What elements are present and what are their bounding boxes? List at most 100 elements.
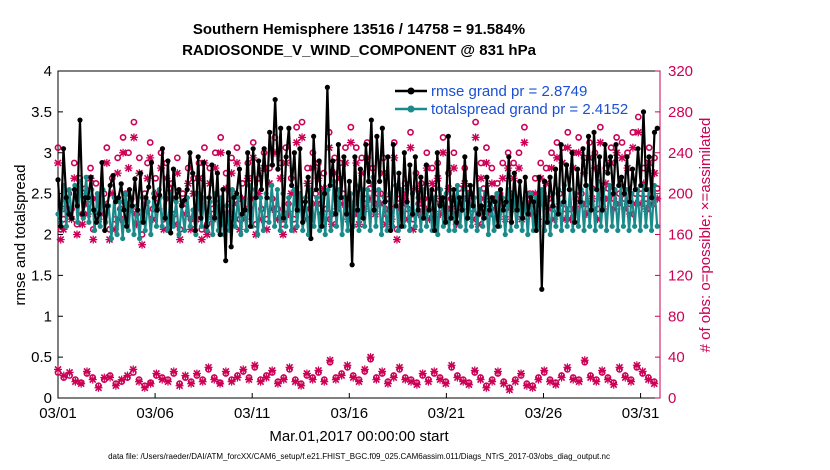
rmse-point: [368, 117, 374, 123]
obs-possible-marker: [201, 144, 208, 152]
rmse-point: [451, 186, 457, 193]
totalspread-point: [153, 223, 160, 229]
rmse-point: [638, 182, 644, 189]
obs-assimilated-marker: [580, 356, 589, 365]
totalspread-point: [446, 227, 452, 234]
obs-assimilated-marker: [298, 133, 307, 142]
rmse-point: [107, 182, 113, 189]
rmse-point: [654, 125, 660, 131]
rmse-point: [137, 170, 144, 176]
rmse-point: [599, 207, 605, 213]
rmse-point: [104, 203, 111, 209]
rmse-point: [77, 117, 83, 123]
totalspread-point: [94, 191, 100, 197]
obs-assimilated-marker: [308, 375, 317, 384]
totalspread-point: [637, 227, 643, 234]
rmse-point: [624, 154, 630, 160]
totalspread-point: [317, 227, 323, 234]
obs-assimilated-marker: [551, 380, 560, 389]
totalspread-point: [575, 223, 582, 229]
rmse-point: [602, 141, 608, 148]
obs-assimilated-marker: [517, 369, 526, 378]
rmse-point: [377, 178, 383, 184]
totalspread-point: [243, 227, 250, 234]
rmse-point: [63, 195, 69, 201]
rmse-point: [478, 203, 484, 209]
obs-assimilated-marker: [65, 368, 74, 377]
totalspread-point: [181, 227, 188, 234]
rmse-point: [96, 211, 102, 217]
rmse-point: [541, 178, 548, 184]
totalspread-point: [80, 215, 86, 221]
totalspread-point: [367, 227, 373, 234]
rmse-point: [258, 186, 265, 193]
rmse-point: [382, 199, 388, 205]
totalspread-point: [91, 227, 98, 234]
rmse-point: [464, 215, 471, 221]
rmse-point: [305, 174, 311, 180]
obs-assimilated-marker: [493, 367, 502, 376]
obs-possible-marker: [217, 134, 225, 141]
totalspread-point: [570, 227, 576, 234]
left-tick-label: 3.5: [31, 104, 52, 121]
rmse-point: [459, 207, 465, 213]
rmse-point: [58, 223, 64, 229]
totalspread-point: [457, 223, 463, 229]
totalspread-point: [272, 223, 278, 229]
obs-possible-marker: [645, 144, 653, 152]
obs-assimilated-marker: [82, 367, 91, 376]
totalspread-point: [564, 223, 570, 229]
obs-assimilated-marker: [372, 375, 381, 384]
totalspread-point: [148, 231, 154, 238]
legend-totalspread-marker: [407, 105, 415, 113]
obs-possible-marker: [596, 123, 604, 131]
right-tick-label: 240: [668, 145, 693, 162]
rmse-point: [385, 154, 391, 160]
obs-assimilated-marker: [464, 380, 473, 389]
right-tick-label: 80: [668, 308, 685, 325]
totalspread-point: [311, 223, 317, 229]
rmse-point: [217, 231, 223, 238]
totalspread-point: [502, 231, 508, 238]
rmse-point: [528, 195, 534, 201]
rmse-point: [143, 195, 149, 201]
obs-assimilated-marker: [56, 235, 65, 244]
legend: rmse grand pr = 2.8749 totalspread grand…: [395, 83, 628, 118]
rmse-point: [412, 154, 418, 160]
rmse-point: [264, 195, 270, 201]
obs-assimilated-marker: [453, 373, 462, 382]
rmse-point: [203, 223, 210, 229]
rmse-point: [60, 146, 67, 152]
totalspread-point: [232, 223, 238, 229]
rmse-point: [442, 219, 449, 225]
left-tick-label: 2.5: [31, 186, 52, 203]
obs-assimilated-marker: [349, 373, 358, 382]
obs-assimilated-marker: [395, 363, 404, 372]
obs-possible-marker: [103, 144, 111, 152]
obs-assimilated-marker: [256, 377, 265, 386]
totalspread-point: [643, 223, 649, 229]
rmse-point: [497, 186, 504, 193]
rmse-point: [410, 211, 416, 217]
obs-assimilated-marker: [596, 138, 605, 147]
rmse-point: [173, 195, 179, 201]
rmse-point: [115, 195, 122, 201]
obs-assimilated-marker: [476, 375, 485, 384]
rmse-point: [566, 186, 572, 193]
rmse-point: [613, 141, 619, 148]
totalspread-point: [592, 227, 598, 234]
totalspread-point: [210, 231, 216, 238]
rmse-point: [580, 146, 586, 152]
obs-assimilated-marker: [273, 379, 282, 388]
obs-assimilated-marker: [650, 379, 659, 388]
totalspread-point: [423, 223, 430, 229]
totalspread-point: [274, 186, 281, 193]
rmse-point: [401, 150, 407, 156]
rmse-point: [649, 195, 655, 201]
rmse-point: [338, 195, 344, 201]
x-axis: 03/01 03/06 03/11 03/16 03/21 03/26 03/31: [39, 393, 659, 422]
obs-assimilated-marker: [609, 380, 618, 389]
rmse-point: [231, 195, 237, 201]
obs-assimilated-marker: [124, 164, 133, 173]
rmse-point: [486, 207, 493, 213]
